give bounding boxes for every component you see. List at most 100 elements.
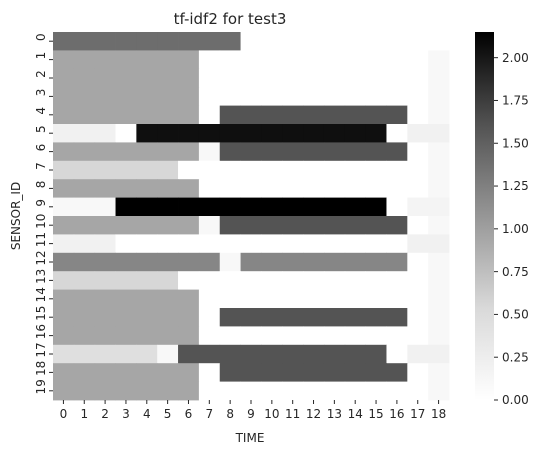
heatmap-cell (136, 197, 158, 217)
x-axis-label: TIME (235, 431, 265, 445)
heatmap-cell (365, 381, 387, 401)
heatmap-cell (73, 234, 96, 254)
heatmap-cell (428, 234, 450, 254)
heatmap-cell (178, 160, 200, 180)
x-tick-label: 7 (205, 407, 213, 421)
heatmap-cell (198, 87, 221, 106)
x-tick-label: 4 (143, 407, 151, 421)
heatmap-cell (261, 216, 283, 235)
colorbar-tick-label: 1.75 (502, 94, 529, 108)
heatmap-cell (115, 68, 137, 88)
heatmap-cell (282, 87, 304, 106)
heatmap-cell (178, 252, 200, 272)
heatmap-cell (198, 179, 221, 198)
heatmap-cell (344, 124, 367, 143)
heatmap-cell (198, 252, 221, 272)
x-tick-label: 2 (101, 407, 109, 421)
heatmap-cell (428, 105, 450, 125)
x-tick-label: 3 (122, 407, 130, 421)
heatmap-cell (323, 105, 346, 125)
heatmap-cell (365, 289, 387, 309)
heatmap-cell (219, 197, 241, 217)
heatmap-cell (157, 289, 179, 309)
heatmap-cell (407, 32, 429, 51)
heatmap-cell (178, 50, 200, 70)
heatmap-cell (428, 216, 450, 235)
heatmap-cell (157, 87, 179, 106)
y-tick-label: 11 (34, 232, 48, 247)
heatmap-cell (53, 289, 75, 309)
heatmap-cell (219, 179, 241, 198)
y-tick-label: 17 (34, 342, 48, 357)
y-tick-label: 2 (34, 70, 48, 78)
heatmap-cell (198, 216, 221, 235)
heatmap-cell (428, 197, 450, 217)
y-tick-label: 18 (34, 361, 48, 376)
heatmap-cell (323, 197, 346, 217)
heatmap-cell (115, 124, 137, 143)
heatmap-cell (73, 50, 96, 70)
heatmap-cell (365, 124, 387, 143)
heatmap-cell (407, 381, 429, 401)
x-tick-label: 0 (60, 407, 68, 421)
heatmap-cell (407, 87, 429, 106)
heatmap-cell (407, 50, 429, 70)
heatmap-cell (136, 234, 158, 254)
heatmap-cell (157, 252, 179, 272)
heatmap-cell (115, 179, 137, 198)
heatmap-cells (53, 32, 450, 401)
heatmap-cell (198, 381, 221, 401)
heatmap-cell (178, 326, 200, 346)
colorbar-tick-label: 1.50 (502, 136, 529, 150)
heatmap-cell (198, 289, 221, 309)
heatmap-cell (303, 216, 325, 235)
heatmap-cell (157, 381, 179, 401)
heatmap-cell (261, 142, 283, 162)
heatmap-cell (219, 50, 241, 70)
heatmap-cell (73, 160, 96, 180)
heatmap-cell (240, 308, 262, 327)
heatmap-cell (365, 142, 387, 162)
heatmap-cell (261, 105, 283, 125)
y-tick-label: 0 (34, 33, 48, 41)
heatmap-cell (386, 252, 408, 272)
y-tick-label: 12 (34, 250, 48, 265)
heatmap-cell (115, 160, 137, 180)
heatmap-cell (53, 32, 75, 51)
heatmap-cell (178, 363, 200, 382)
heatmap-cell (407, 105, 429, 125)
heatmap-cell (428, 363, 450, 382)
heatmap-cell (282, 124, 304, 143)
heatmap-cell (115, 234, 137, 254)
heatmap-cell (428, 87, 450, 106)
heatmap-cell (157, 50, 179, 70)
heatmap-cell (386, 363, 408, 382)
heatmap-cell (344, 252, 367, 272)
heatmap-cell (386, 216, 408, 235)
heatmap-cell (344, 363, 367, 382)
heatmap-cell (386, 326, 408, 346)
heatmap-cell (303, 271, 325, 290)
chart-title: tf-idf2 for test3 (174, 10, 287, 28)
heatmap-cell (303, 50, 325, 70)
heatmap-cell (178, 142, 200, 162)
heatmap-cell (323, 87, 346, 106)
heatmap-cell (178, 289, 200, 309)
colorbar-tick-label: 0.75 (502, 265, 529, 279)
heatmap-cell (428, 68, 450, 88)
heatmap-cell (219, 344, 241, 364)
heatmap-cell (386, 124, 408, 143)
heatmap-cell (115, 344, 137, 364)
heatmap-cell (136, 308, 158, 327)
y-tick-label: 10 (34, 214, 48, 229)
x-tick-label: 8 (226, 407, 234, 421)
heatmap-cell (157, 363, 179, 382)
heatmap-cell (323, 363, 346, 382)
heatmap-cell (219, 381, 241, 401)
heatmap-cell (73, 271, 96, 290)
heatmap-cell (240, 142, 262, 162)
heatmap-cell (115, 363, 137, 382)
heatmap-cell (178, 124, 200, 143)
x-tick-label: 12 (306, 407, 321, 421)
